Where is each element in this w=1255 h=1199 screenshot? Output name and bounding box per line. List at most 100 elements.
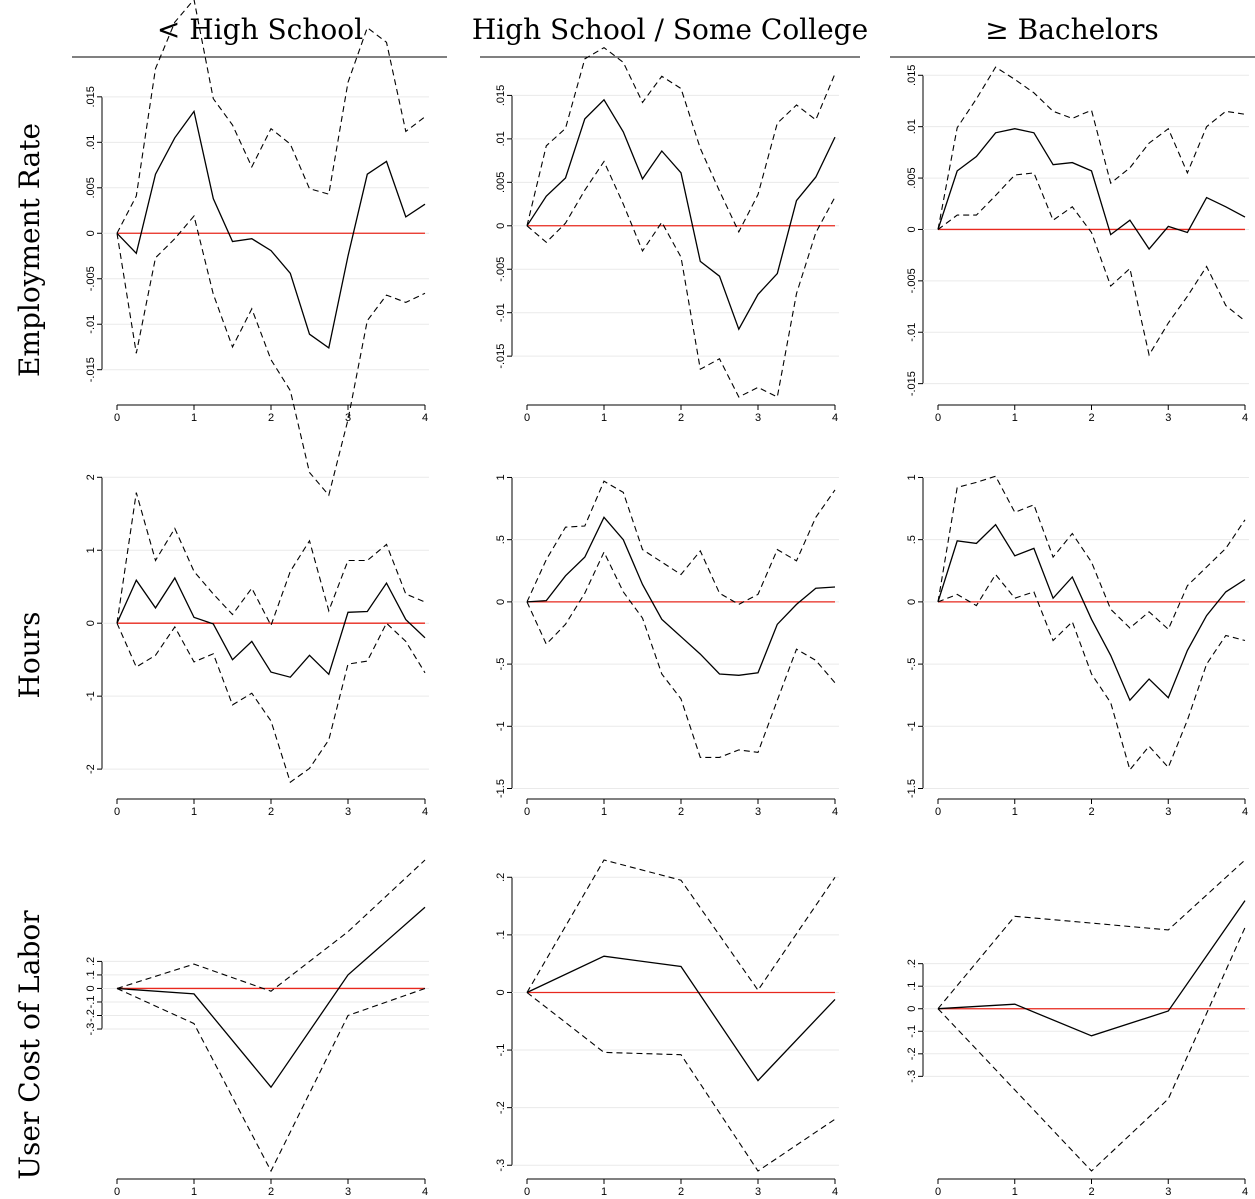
y-tick-label: .1 [495, 930, 507, 939]
y-tick-label: -.1 [85, 996, 97, 1009]
y-tick-label: .015 [906, 65, 918, 86]
x-tick-label: 1 [601, 1186, 607, 1198]
y-tick-label: -.005 [906, 268, 918, 293]
y-tick-label: .1 [85, 970, 97, 979]
y-tick-label: .2 [85, 957, 97, 966]
x-tick-label: 0 [524, 1186, 530, 1198]
y-tick-label: -.2 [85, 1009, 97, 1022]
x-tick-label: 2 [268, 806, 274, 818]
column-title-bachelors: ≥ Bachelors [985, 13, 1158, 46]
y-tick-label: .2 [495, 873, 507, 882]
y-tick-label: -.015 [495, 344, 507, 369]
x-tick-label: 4 [832, 412, 838, 424]
y-tick-label: .005 [85, 177, 97, 198]
y-tick-label: 0 [495, 989, 507, 995]
x-tick-label: 3 [345, 806, 351, 818]
y-tick-label: -.01 [906, 323, 918, 342]
x-tick-label: 3 [755, 412, 761, 424]
x-tick-label: 1 [1012, 1186, 1018, 1198]
x-tick-label: 3 [345, 412, 351, 424]
y-tick-label: -.015 [85, 357, 97, 382]
y-tick-label: -1.5 [906, 779, 918, 798]
y-tick-label: 0 [906, 226, 918, 232]
y-tick-label: 0 [85, 985, 97, 991]
y-tick-label: .5 [906, 535, 918, 544]
series-upper-line [116, 859, 426, 992]
series-lower-line [937, 927, 1246, 1172]
y-tick-label: .015 [85, 86, 97, 107]
x-tick-label: 1 [601, 806, 607, 818]
y-tick-label: -.2 [495, 1101, 507, 1114]
panel-user-cost-of-labor-high-school: -.3-.2-.1 0 .1 .2 0 1 2 3 4 [85, 859, 429, 1198]
series-lower-line [526, 160, 836, 398]
series-lower-line [937, 172, 1246, 357]
y-tick-label: -1 [906, 721, 918, 731]
x-tick-label: 2 [1088, 1186, 1094, 1198]
x-tick-label: 1 [191, 1186, 197, 1198]
y-tick-label: 0 [906, 599, 918, 605]
y-tick-label: -1.5 [495, 779, 507, 798]
y-tick-label: .01 [495, 131, 507, 146]
series-upper-line [937, 475, 1246, 631]
y-tick-label: -.5 [906, 658, 918, 671]
x-tick-label: 4 [422, 806, 428, 818]
x-tick-label: 4 [1242, 412, 1248, 424]
y-tick-label: 0 [85, 620, 97, 626]
series-estimate-line [116, 576, 426, 678]
row-title-employment-rate: Employment Rate [13, 123, 46, 377]
x-tick-label: 3 [1165, 412, 1171, 424]
series-lower-line [937, 573, 1246, 771]
series-estimate-line [526, 516, 836, 676]
y-tick-label: .01 [906, 119, 918, 134]
series-upper-line [526, 480, 836, 606]
series-lower-line [526, 992, 836, 1172]
x-tick-label: 2 [268, 1186, 274, 1198]
x-tick-label: 1 [191, 412, 197, 424]
series-estimate-line [116, 906, 426, 1089]
x-tick-label: 2 [1088, 806, 1094, 818]
row-headers: Employment Rate Hours User Cost of Labor [13, 123, 46, 1180]
x-tick-label: 4 [422, 412, 428, 424]
x-tick-label: 0 [524, 806, 530, 818]
x-tick-label: 0 [935, 1186, 941, 1198]
y-tick-label: -.5 [495, 658, 507, 671]
panel-user-cost-of-labor-high-school-some-college: -.3 -.2 -.1 0 .1 .2 0 1 2 3 4 [495, 859, 839, 1198]
x-tick-label: 1 [1012, 412, 1018, 424]
y-tick-label: .01 [85, 135, 97, 150]
y-tick-label: .005 [906, 167, 918, 188]
series-upper-line [526, 859, 836, 993]
column-title-less-than-high-school: < High School [157, 13, 363, 46]
y-tick-label: .015 [495, 85, 507, 106]
y-tick-label: 1 [906, 474, 918, 480]
series-lower-line [116, 987, 426, 1173]
y-tick-label: 1 [85, 547, 97, 553]
x-tick-label: 1 [601, 412, 607, 424]
y-tick-label: -.3 [495, 1159, 507, 1172]
y-tick-label: .1 [906, 982, 918, 991]
series-estimate-line [937, 523, 1246, 702]
series-upper-line [937, 859, 1246, 1010]
y-tick-label: 0 [495, 599, 507, 605]
x-tick-label: 3 [1165, 806, 1171, 818]
y-tick-label: -.015 [906, 371, 918, 396]
y-tick-label: .2 [906, 959, 918, 968]
y-tick-label: -1 [85, 691, 97, 701]
x-tick-label: 2 [268, 412, 274, 424]
y-tick-label: -.3 [906, 1070, 918, 1083]
series-lower-line [526, 550, 836, 758]
panel-hours-high-school: -2 -1 0 1 2 0 1 2 3 4 [85, 474, 429, 818]
x-tick-label: 4 [422, 1186, 428, 1198]
column-title-high-school-some-college: High School / Some College [472, 13, 868, 46]
x-tick-label: 2 [1088, 412, 1094, 424]
series-lower-line [116, 622, 426, 784]
y-tick-label: -.2 [906, 1047, 918, 1060]
panels: -.015 -.01 -.005 0 .005 .01 .015 0 1 2 3 4 -.015 -.01… [85, 0, 1249, 1198]
row-title-user-cost-of-labor: User Cost of Labor [13, 910, 46, 1180]
x-tick-label: 2 [678, 806, 684, 818]
y-tick-label: 0 [906, 1006, 918, 1012]
series-upper-line [526, 46, 836, 234]
panel-user-cost-of-labor-bachelors: -.3 -.2 -.1 0 .1 .2 0 1 2 3 4 [906, 859, 1249, 1198]
x-tick-label: 0 [935, 806, 941, 818]
panel-hours-bachelors: -1.5 -1 -.5 0 .5 1 0 1 2 3 4 [906, 474, 1249, 818]
